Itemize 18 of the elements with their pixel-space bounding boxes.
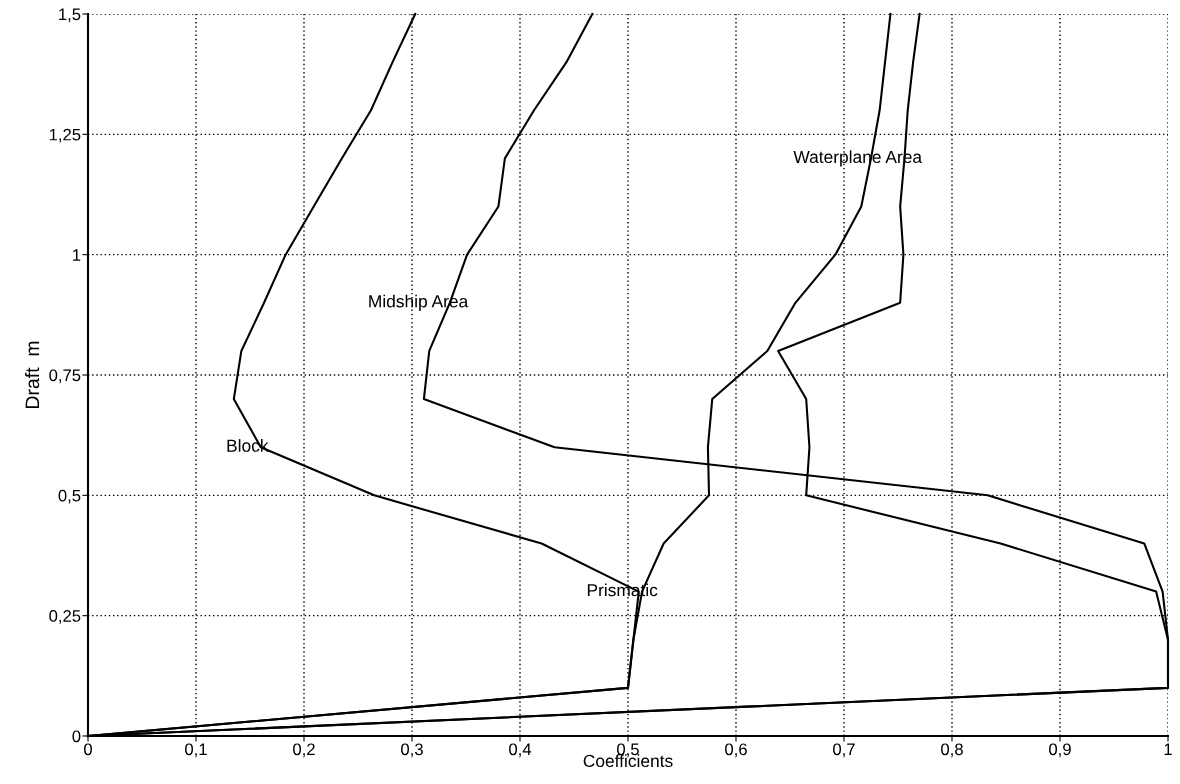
y-tick-label: 1 <box>73 249 81 261</box>
y-tick-label: 1,25 <box>49 128 81 143</box>
x-tick-label: 0,4 <box>509 743 532 758</box>
y-tick-label: 1,5 <box>59 8 81 23</box>
x-tick-label: 1 <box>1164 743 1172 756</box>
y-tick-label: 0 <box>72 730 81 743</box>
x-tick-label: 0,7 <box>833 743 855 758</box>
y-tick-label: 0,25 <box>49 610 81 624</box>
x-tick-label: 0,8 <box>941 743 963 758</box>
y-tick-label: 0,5 <box>58 489 81 504</box>
x-tick-label: 0,1 <box>185 743 207 758</box>
x-tick-label: 0,3 <box>401 743 423 758</box>
x-tick-label: 0 <box>84 743 92 756</box>
x-tick-label: 0,2 <box>293 743 315 758</box>
y-axis-title: Draft m <box>24 341 40 408</box>
x-tick-label: 0,6 <box>725 743 747 758</box>
x-tick-label: 0,9 <box>1049 743 1071 758</box>
y-tick-label: 0,75 <box>49 369 81 384</box>
